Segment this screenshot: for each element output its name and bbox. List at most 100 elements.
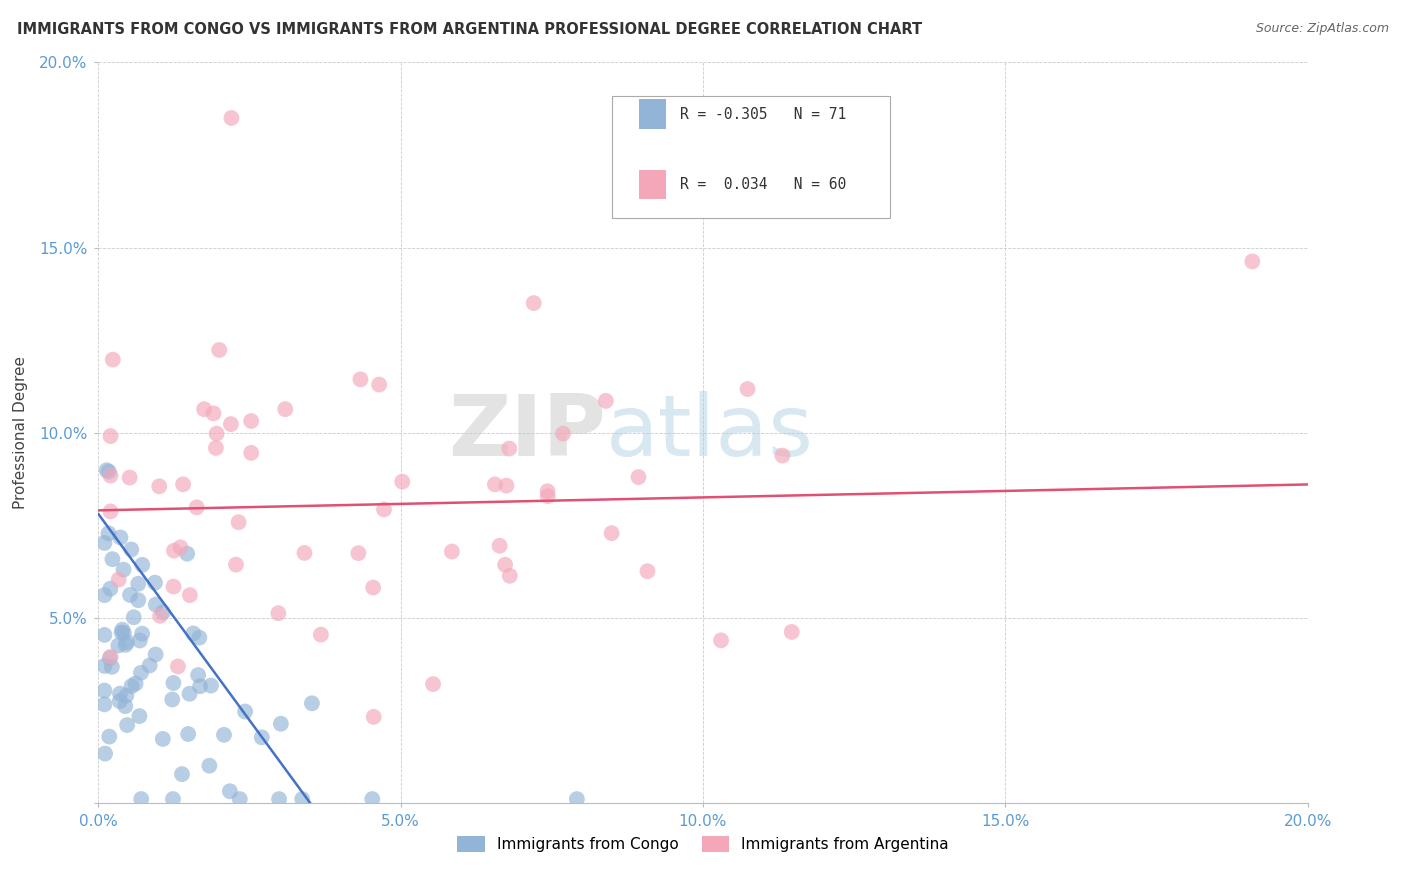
Point bbox=[100, 649, 122, 664]
Point bbox=[128, 709, 150, 723]
Point bbox=[121, 679, 143, 693]
Point bbox=[107, 573, 129, 587]
Point bbox=[565, 792, 588, 806]
Point bbox=[536, 484, 558, 499]
Point bbox=[97, 526, 120, 541]
Point bbox=[537, 489, 560, 503]
Point bbox=[780, 624, 803, 639]
Point bbox=[627, 470, 650, 484]
Point bbox=[98, 651, 121, 665]
Point bbox=[145, 648, 167, 662]
Point bbox=[187, 668, 209, 682]
Point bbox=[112, 563, 135, 577]
Point bbox=[186, 500, 208, 515]
Point bbox=[267, 792, 290, 806]
Point bbox=[101, 352, 124, 367]
Point bbox=[212, 728, 235, 742]
Point bbox=[96, 463, 118, 477]
Point bbox=[129, 792, 152, 806]
Point bbox=[163, 543, 186, 558]
Text: R = -0.305   N = 71: R = -0.305 N = 71 bbox=[681, 107, 846, 122]
Point bbox=[93, 628, 115, 642]
Point bbox=[225, 558, 247, 572]
Point bbox=[193, 402, 215, 417]
Point bbox=[188, 679, 211, 693]
Point bbox=[114, 699, 136, 714]
Point bbox=[205, 426, 228, 441]
Point bbox=[177, 727, 200, 741]
Point bbox=[131, 558, 153, 572]
Point bbox=[270, 716, 292, 731]
Point bbox=[148, 479, 170, 493]
Point bbox=[152, 605, 174, 619]
Point bbox=[267, 606, 290, 620]
Point bbox=[710, 633, 733, 648]
Point bbox=[122, 610, 145, 624]
Point bbox=[373, 502, 395, 516]
Point bbox=[200, 679, 222, 693]
Point bbox=[363, 710, 385, 724]
Point bbox=[188, 631, 211, 645]
Point bbox=[110, 625, 132, 640]
Point bbox=[101, 660, 124, 674]
Point bbox=[294, 546, 316, 560]
Point bbox=[98, 730, 121, 744]
Point bbox=[494, 558, 516, 572]
Point bbox=[742, 185, 765, 199]
Point bbox=[110, 531, 132, 545]
Point bbox=[1241, 254, 1264, 268]
Point bbox=[551, 426, 574, 441]
FancyBboxPatch shape bbox=[638, 169, 665, 200]
Point bbox=[167, 659, 190, 673]
Point bbox=[162, 676, 184, 690]
Point bbox=[118, 588, 141, 602]
Point bbox=[440, 544, 463, 558]
Point bbox=[120, 542, 142, 557]
Point bbox=[495, 478, 517, 492]
Text: R =  0.034   N = 60: R = 0.034 N = 60 bbox=[681, 178, 846, 192]
Point bbox=[291, 792, 314, 806]
Point bbox=[114, 638, 136, 652]
Point bbox=[205, 441, 228, 455]
Point bbox=[498, 442, 520, 456]
Point bbox=[488, 539, 510, 553]
Point bbox=[162, 692, 184, 706]
Point bbox=[240, 446, 263, 460]
Point bbox=[228, 515, 250, 529]
Point bbox=[127, 593, 149, 607]
Point bbox=[100, 429, 122, 443]
Point bbox=[112, 626, 135, 640]
Point bbox=[152, 731, 174, 746]
Point bbox=[93, 683, 115, 698]
Point bbox=[97, 465, 120, 479]
Point bbox=[129, 665, 152, 680]
Point bbox=[124, 676, 146, 690]
Point bbox=[108, 687, 131, 701]
Point bbox=[93, 659, 115, 673]
Point bbox=[143, 575, 166, 590]
Point bbox=[349, 372, 371, 386]
Point bbox=[94, 747, 117, 761]
Point bbox=[221, 111, 243, 125]
Point bbox=[179, 588, 201, 602]
Point bbox=[600, 526, 623, 541]
Point bbox=[172, 477, 194, 491]
Point bbox=[198, 758, 221, 772]
Point bbox=[93, 698, 115, 712]
Point bbox=[208, 343, 231, 357]
Point bbox=[162, 792, 184, 806]
Point bbox=[100, 504, 122, 518]
Point bbox=[128, 633, 150, 648]
Point bbox=[391, 475, 413, 489]
Text: IMMIGRANTS FROM CONGO VS IMMIGRANTS FROM ARGENTINA PROFESSIONAL DEGREE CORRELATI: IMMIGRANTS FROM CONGO VS IMMIGRANTS FROM… bbox=[17, 22, 922, 37]
Point bbox=[202, 406, 225, 420]
Point bbox=[422, 677, 444, 691]
Point bbox=[111, 623, 134, 637]
Point bbox=[229, 792, 252, 806]
Point bbox=[219, 784, 242, 798]
Point bbox=[107, 639, 129, 653]
Point bbox=[118, 470, 141, 484]
Y-axis label: Professional Degree: Professional Degree bbox=[13, 356, 28, 509]
Point bbox=[100, 468, 122, 483]
Point bbox=[484, 477, 506, 491]
